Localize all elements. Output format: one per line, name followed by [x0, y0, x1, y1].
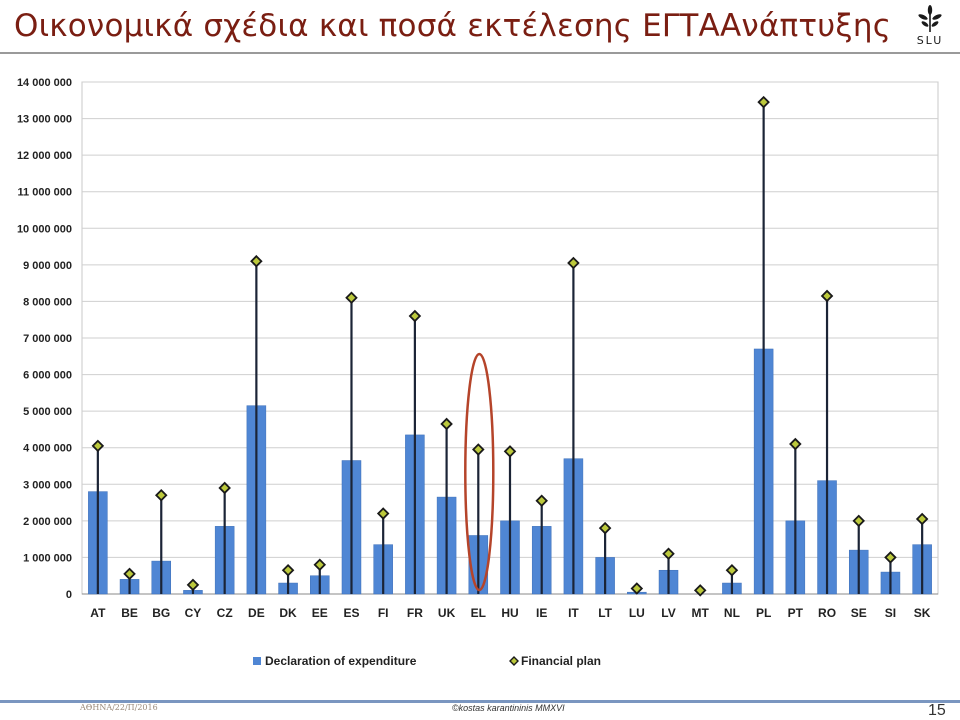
- marker-plan-lu: [630, 582, 644, 595]
- x-tick-label: LT: [598, 606, 612, 620]
- marker-plan-es: [345, 291, 358, 305]
- marker-plan-bg: [154, 488, 168, 502]
- marker-plan-el: [472, 443, 485, 456]
- marker-plan-hu: [503, 445, 517, 458]
- x-tick-label: CZ: [217, 606, 233, 620]
- marker-plan-fr: [408, 309, 422, 323]
- x-tick-label: HU: [501, 606, 518, 620]
- x-tick-label: FI: [378, 606, 389, 620]
- x-tick-label: LV: [661, 606, 675, 620]
- x-tick-label: UK: [438, 606, 456, 620]
- y-tick-label: 1 000 000: [23, 552, 72, 564]
- marker-plan-ee: [313, 558, 327, 572]
- marker-plan-ro: [820, 289, 834, 303]
- x-tick-label: PT: [788, 606, 804, 620]
- x-tick-label: EE: [312, 606, 328, 620]
- expenditure-chart: 0 1 000 000 2 000 000 3 000 000 4 000 000 5 0…: [17, 77, 939, 668]
- marker-plan-it: [567, 256, 580, 270]
- x-tick-label: BE: [121, 606, 138, 620]
- marker-plan-cy: [186, 578, 200, 592]
- footer-bar: [0, 700, 960, 703]
- x-tick-label: LU: [629, 606, 645, 620]
- x-tick-label: NL: [724, 606, 740, 620]
- marker-plan-sk: [915, 512, 929, 526]
- y-tick-label: 8 000 000: [23, 296, 72, 308]
- marker-plan-de: [250, 254, 263, 268]
- x-tick-label: MT: [692, 606, 710, 620]
- y-tick-label: 6 000 000: [23, 370, 72, 382]
- marker-plan-lt: [598, 521, 612, 535]
- x-tick-label: FR: [407, 606, 423, 620]
- y-tick-label: 14 000 000: [17, 77, 72, 89]
- y-tick-label: 13 000 000: [17, 114, 72, 126]
- x-tick-label: SE: [851, 606, 867, 620]
- marker-plan-lv: [662, 547, 675, 561]
- highlight-ellipse-el: [464, 352, 495, 592]
- footer-copyright: ©kostas karantininis MMXVI: [452, 703, 565, 713]
- x-tick-label: ES: [343, 606, 359, 620]
- x-tick-label: IE: [536, 606, 547, 620]
- footer-date: ΑΘΗΝΑ/22/Π/2016: [80, 703, 158, 712]
- marker-plan-pl: [757, 95, 770, 109]
- marker-plan-at: [91, 439, 105, 453]
- slu-logo: SLU: [917, 5, 944, 47]
- slide-title: Οικονομικά σχέδια και ποσά εκτέλεσης ΕΓΤ…: [14, 8, 892, 44]
- x-tick-label: PL: [756, 606, 771, 620]
- x-tick-label: RO: [818, 606, 836, 620]
- legend-marker-plan: [509, 656, 519, 666]
- marker-plan-uk: [440, 417, 453, 431]
- marker-plan-dk: [281, 563, 295, 577]
- x-tick-label: DE: [248, 606, 265, 620]
- marker-plan-se: [852, 514, 866, 528]
- y-tick-label: 7 000 000: [23, 333, 72, 345]
- marker-plan-be: [123, 567, 136, 581]
- y-tick-label: 2 000 000: [23, 516, 72, 528]
- marker-plan-fi: [376, 507, 390, 520]
- y-tick-label: 12 000 000: [17, 150, 72, 162]
- y-tick-label: 9 000 000: [23, 260, 72, 272]
- x-tick-label: SI: [885, 606, 896, 620]
- y-tick-label: 4 000 000: [23, 443, 72, 455]
- marker-plan-cz: [218, 481, 231, 495]
- x-tick-label: CY: [185, 606, 202, 620]
- x-tick-label: BG: [152, 606, 170, 620]
- logo-text: SLU: [917, 34, 944, 47]
- marker-plan-si: [884, 551, 897, 564]
- y-tick-label: 10 000 000: [17, 223, 72, 235]
- legend-swatch-declaration: [253, 657, 261, 665]
- marker-plan-pt: [789, 437, 802, 451]
- title-divider: [0, 52, 960, 54]
- y-tick-label: 5 000 000: [23, 406, 72, 418]
- x-tick-label: EL: [471, 606, 486, 620]
- y-tick-label: 0: [66, 589, 72, 601]
- x-tick-label: IT: [568, 606, 579, 620]
- x-tick-label: AT: [90, 606, 106, 620]
- page-number: 15: [928, 702, 946, 719]
- y-tick-label: 3 000 000: [23, 479, 72, 491]
- marker-plan-ie: [535, 494, 548, 508]
- x-tick-label: SK: [914, 606, 931, 620]
- legend-label-plan: Financial plan: [521, 654, 601, 668]
- marker-plan-mt: [693, 584, 707, 597]
- marker-plan-nl: [725, 563, 739, 577]
- legend-label-declaration: Declaration of expenditure: [265, 654, 417, 668]
- x-tick-label: DK: [279, 606, 297, 620]
- y-tick-label: 11 000 000: [18, 187, 72, 199]
